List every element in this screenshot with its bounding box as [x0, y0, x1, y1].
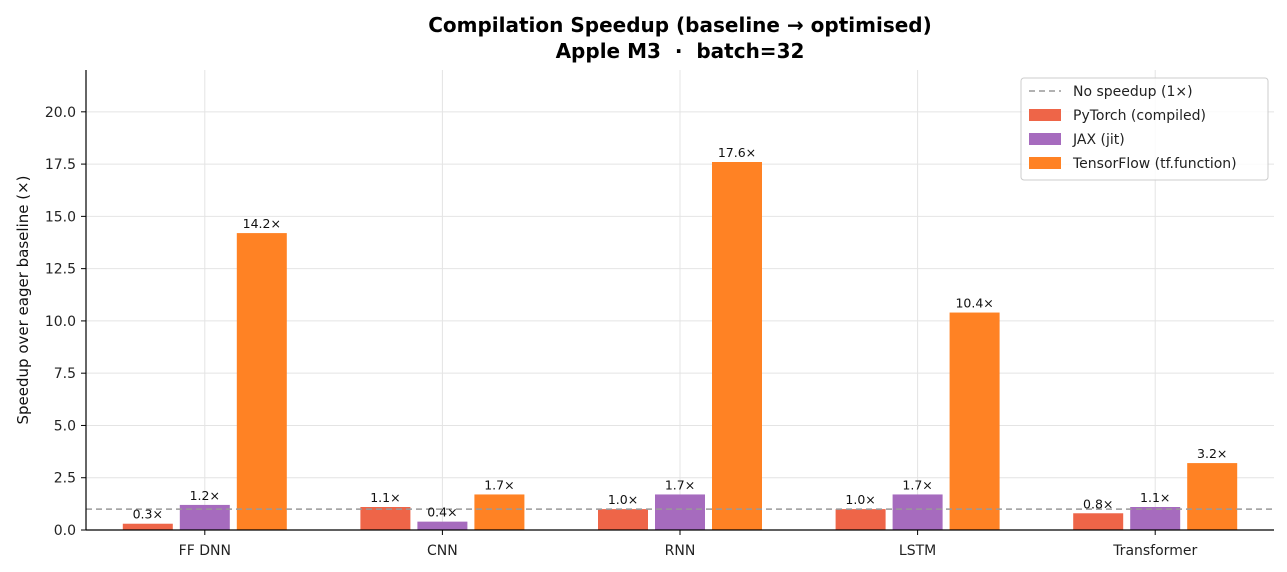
- bar: [892, 494, 943, 530]
- x-tick-label: LSTM: [899, 543, 936, 559]
- y-axis-label: Speedup over eager baseline (×): [14, 175, 32, 424]
- axes: 0.0 2.5 5.0 7.5 10.0 12.5 15.0 17.5 20.0 FF DNN CN…: [45, 70, 1274, 559]
- data-label: 1.0×: [845, 492, 875, 507]
- data-label: 14.2×: [243, 216, 281, 231]
- data-label: 1.0×: [608, 492, 638, 507]
- chart-title: Compilation Speedup (baseline → optimise…: [428, 13, 932, 37]
- data-label: 1.1×: [1140, 490, 1170, 505]
- data-labels: 0.3× 1.1× 1.0× 1.0× 0.8× 1.2× 0.4× 1.7× 1.7× 1.1×…: [133, 145, 1228, 522]
- data-label: 0.8×: [1083, 496, 1113, 511]
- x-tick-label: Transformer: [1112, 543, 1197, 559]
- legend-swatch: [1029, 109, 1061, 121]
- bar: [122, 523, 173, 530]
- data-label: 1.7×: [665, 477, 695, 492]
- legend-label: TensorFlow (tf.function): [1072, 156, 1237, 172]
- y-tick-label: 12.5: [45, 262, 76, 278]
- y-tick-label: 10.0: [45, 314, 76, 330]
- data-label: 0.3×: [133, 507, 163, 522]
- x-tick-label: CNN: [427, 543, 458, 559]
- legend-label: JAX (jit): [1072, 132, 1125, 148]
- legend-label: PyTorch (compiled): [1073, 108, 1206, 124]
- data-label: 3.2×: [1197, 446, 1227, 461]
- data-label: 10.4×: [955, 296, 993, 311]
- bar: [835, 509, 886, 530]
- data-label: 1.7×: [902, 477, 932, 492]
- y-tick-label: 2.5: [54, 471, 76, 487]
- bar: [655, 494, 705, 530]
- data-label: 1.1×: [370, 490, 400, 505]
- bar: [474, 494, 525, 530]
- legend-label: No speedup (1×): [1073, 84, 1193, 100]
- bar: [712, 162, 762, 530]
- legend-swatch: [1029, 133, 1061, 145]
- y-tick-label: 20.0: [45, 105, 76, 121]
- data-label: 17.6×: [718, 145, 756, 160]
- y-tick-label: 0.0: [54, 523, 76, 539]
- data-label: 1.7×: [484, 477, 514, 492]
- legend: No speedup (1×) PyTorch (compiled) JAX (ji…: [1020, 77, 1269, 181]
- x-tick-label: FF DNN: [179, 543, 231, 559]
- y-tick-label: 17.5: [45, 157, 76, 173]
- bar: [949, 312, 1000, 530]
- bar: [417, 521, 468, 530]
- bar: [236, 233, 287, 530]
- chart-subtitle: Apple M3 · batch=32: [556, 39, 805, 63]
- y-tick-label: 5.0: [54, 418, 76, 434]
- y-tick-label: 7.5: [54, 366, 76, 382]
- bar: [598, 509, 648, 530]
- x-tick-label: RNN: [665, 543, 696, 559]
- bar: [1073, 513, 1124, 530]
- bar: [360, 507, 411, 530]
- legend-swatch: [1029, 157, 1061, 169]
- bar: [1130, 507, 1181, 530]
- legend-box: [1020, 77, 1269, 181]
- bars: [122, 162, 1238, 530]
- y-tick-label: 15.0: [45, 209, 76, 225]
- data-label: 0.4×: [427, 505, 457, 520]
- data-label: 1.2×: [190, 488, 220, 503]
- bar: [1187, 463, 1238, 530]
